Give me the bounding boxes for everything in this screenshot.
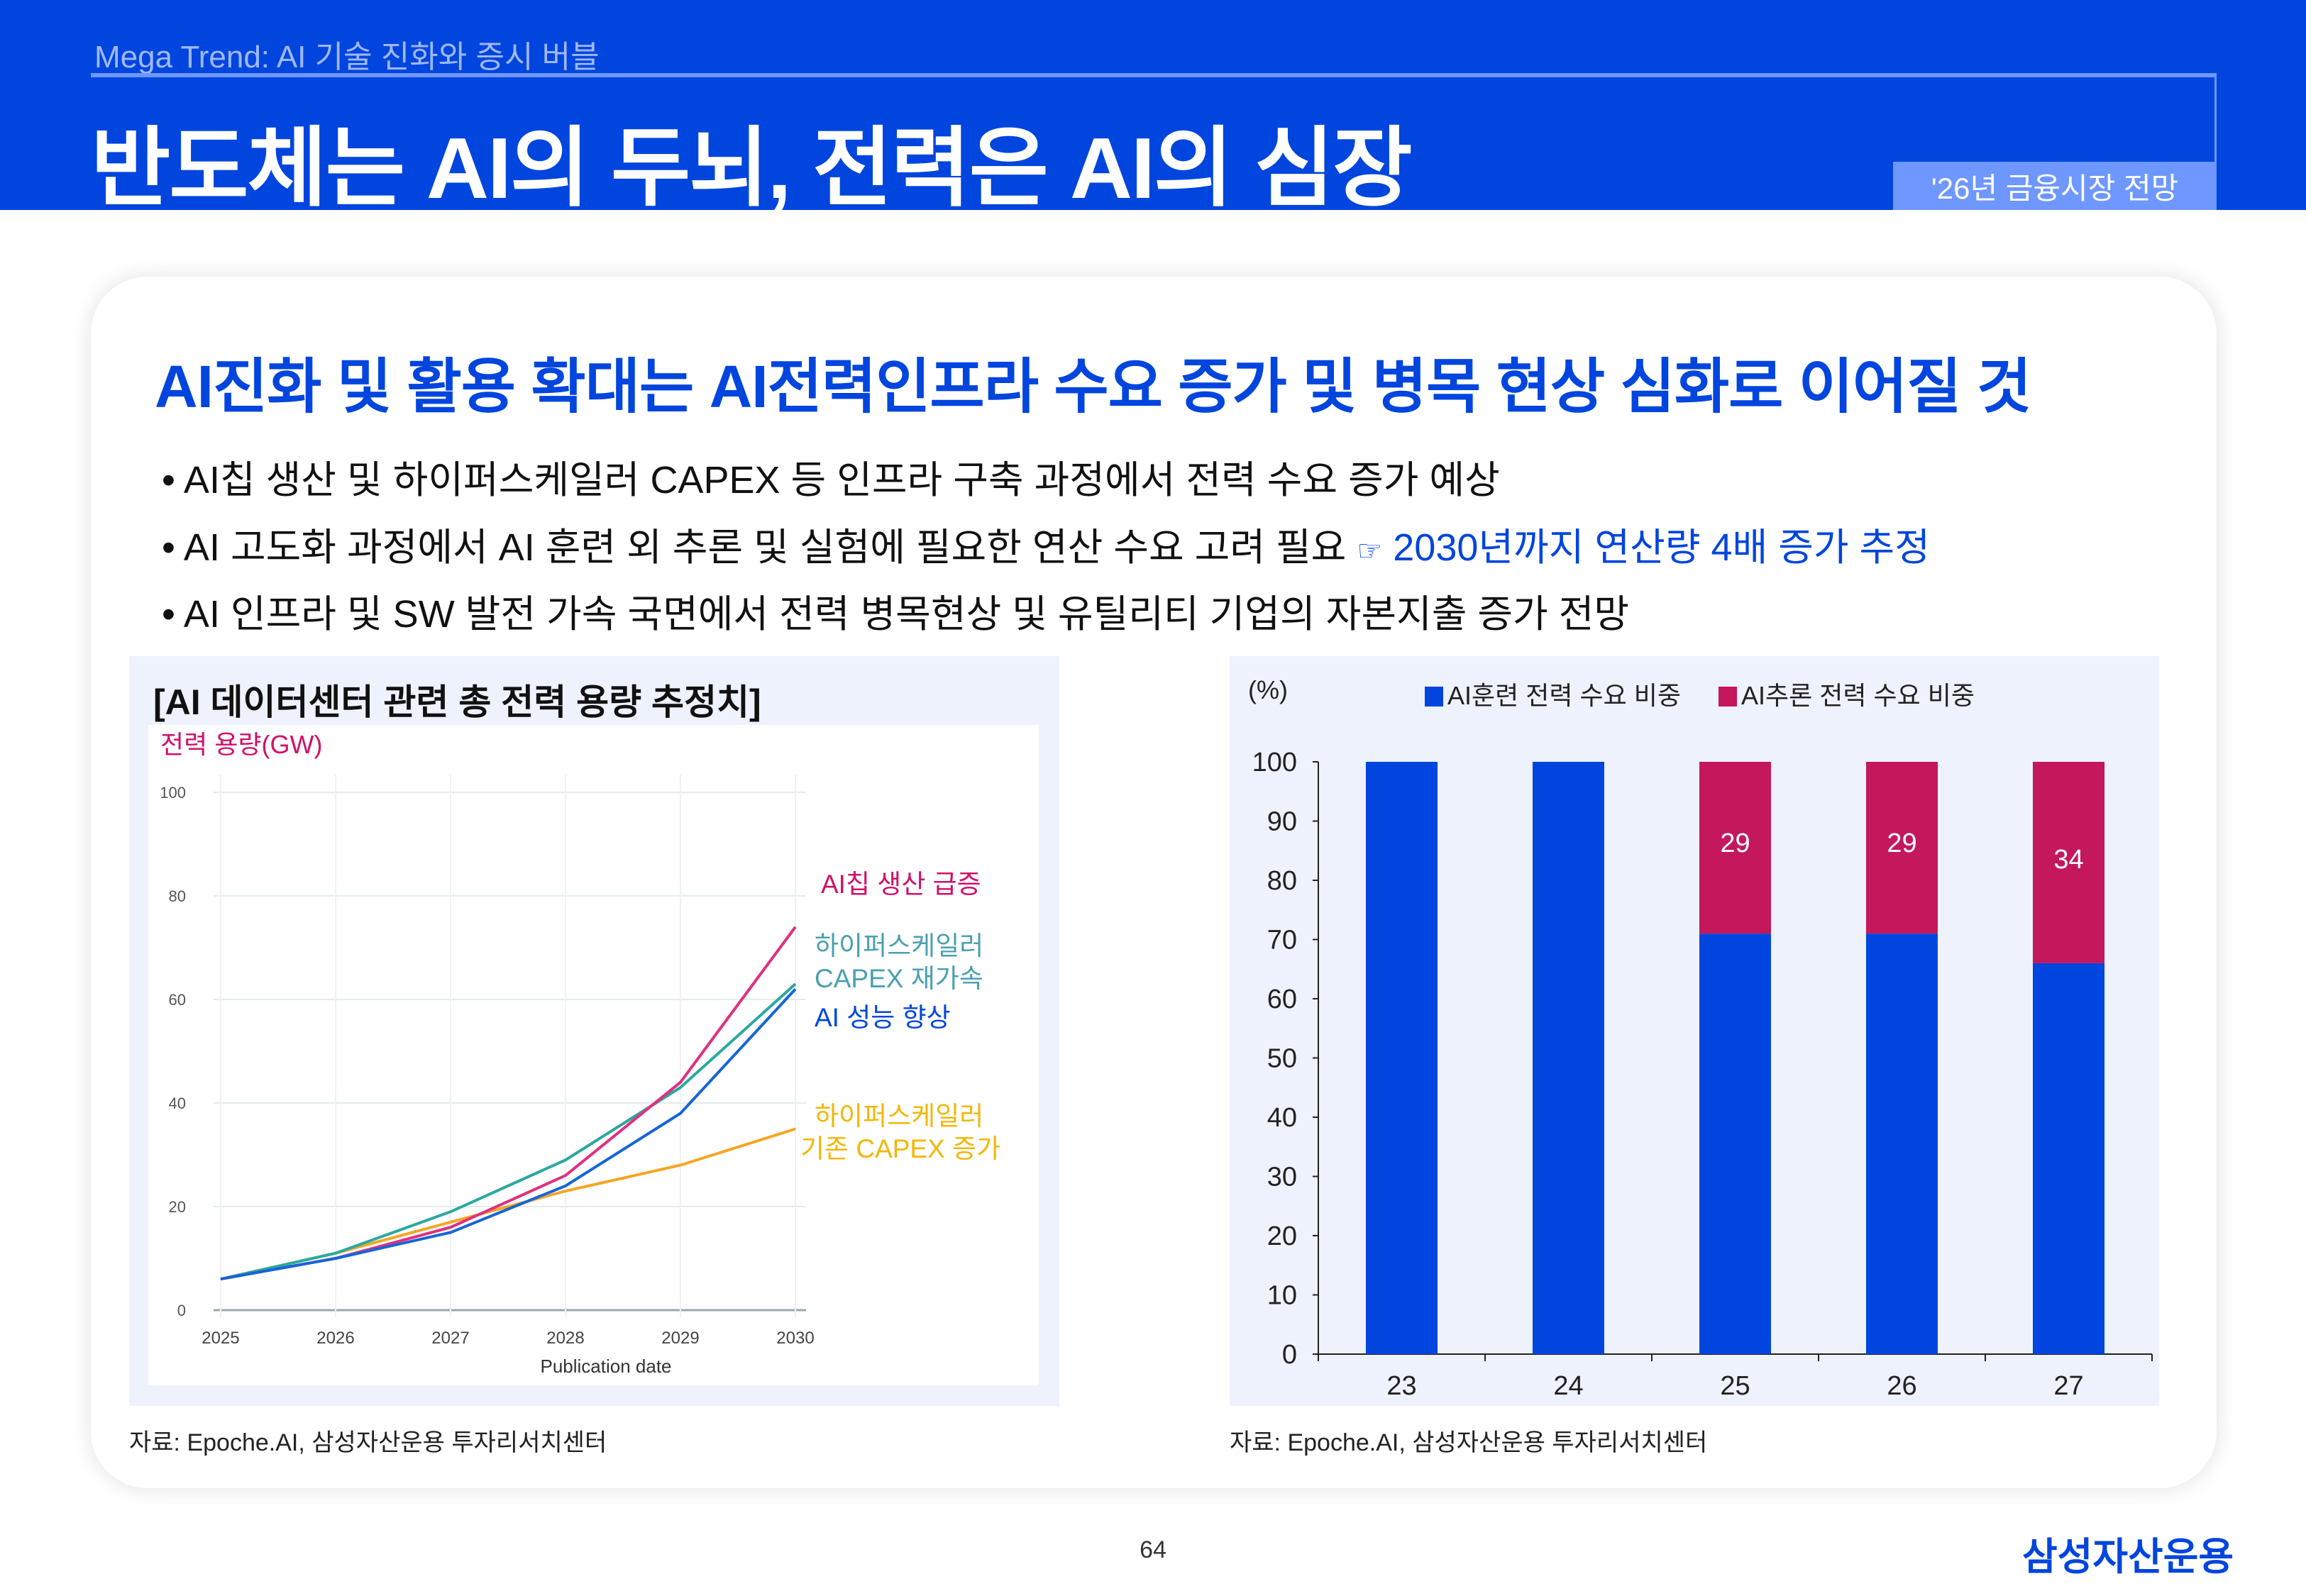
bar-segment: [2033, 963, 2104, 1354]
data-label: 34: [2053, 845, 2083, 875]
y-tick-label: 20: [1267, 1221, 1297, 1251]
x-tick-label: 23: [1386, 1371, 1416, 1401]
line-series: [220, 982, 797, 1281]
bullet-3: • AI 인프라 및 SW 발전 가속 국면에서 전력 병목현상 및 유틸리티 …: [162, 582, 1629, 638]
section-subtitle: Mega Trend: AI 기술 진화와 증시 버블: [94, 40, 600, 74]
x-tick-label: 26: [1887, 1371, 1916, 1401]
y-axis-label: 전력 용량(GW): [160, 730, 322, 759]
report-badge: '26년 금융시장 전망: [1893, 162, 2217, 210]
series-annotation: 하이퍼스케일러: [815, 1102, 983, 1131]
left-chart-area: [148, 725, 1039, 1385]
bar-segment: [1699, 762, 1771, 934]
header-divider-vertical: [2214, 75, 2217, 162]
y-tick-label: 80: [169, 887, 186, 905]
pointing-hand-icon: ☞: [1357, 536, 1383, 567]
y-unit-label: (%): [1248, 675, 1288, 704]
left-chart-title: [AI 데이터센터 관련 총 전력 용량 추정치]: [153, 682, 761, 722]
y-tick-label: 0: [1282, 1340, 1297, 1370]
y-tick-label: 60: [169, 991, 186, 1009]
x-tick-label: 2026: [316, 1329, 354, 1348]
line-series: [220, 988, 797, 1281]
y-tick-label: 30: [1267, 1163, 1297, 1192]
x-tick-label: 24: [1553, 1371, 1583, 1401]
series-annotation: AI칩 생산 급증: [821, 870, 981, 899]
x-tick-label: 25: [1720, 1371, 1750, 1401]
y-tick-label: 100: [1252, 748, 1297, 777]
card-heading: AI진화 및 활용 확대는 AI전력인프라 수요 증가 및 병목 현상 심화로 …: [155, 353, 2031, 420]
bullet-1: • AI칩 생산 및 하이퍼스케일러 CAPEX 등 인프라 구축 과정에서 전…: [162, 448, 1500, 504]
y-tick-label: 90: [1267, 807, 1297, 837]
x-tick-label: 2027: [431, 1329, 469, 1348]
right-chart-source: 자료: Epoche.AI, 삼성자산운용 투자리서치센터: [1230, 1429, 1708, 1456]
header-divider: [91, 73, 2217, 77]
bullet-text: • AI 고도화 과정에서 AI 훈련 외 추론 및 실험에 필요한 연산 수요…: [162, 526, 1357, 569]
x-tick-label: 2025: [202, 1329, 239, 1348]
line-series: [220, 1127, 796, 1281]
bar-segment: [2033, 762, 2104, 963]
page-title: 반도체는 AI의 두뇌, 전력은 AI의 심장: [91, 120, 1412, 216]
x-tick-label: 27: [2053, 1371, 2083, 1401]
y-tick-label: 60: [1267, 985, 1297, 1014]
legend-swatch: [1719, 687, 1737, 706]
series-annotation: 기존 CAPEX 증가: [800, 1134, 1000, 1163]
x-tick-label: 2028: [546, 1329, 584, 1348]
y-tick-label: 50: [1267, 1044, 1297, 1074]
legend-label: AI추론 전력 수요 비중: [1741, 681, 1975, 710]
y-tick-label: 40: [1267, 1103, 1297, 1133]
bullet-highlight: 2030년까지 연산량 4배 증가 추정: [1393, 526, 1930, 569]
data-label: 29: [1887, 829, 1916, 858]
y-tick-label: 100: [160, 784, 186, 802]
legend-swatch: [1425, 687, 1443, 706]
bar-segment: [1866, 933, 1938, 1354]
bar-segment: [1866, 762, 1938, 934]
bar-segment: [1533, 762, 1604, 1354]
page-number: 64: [1140, 1536, 1166, 1563]
bullet-2: • AI 고도화 과정에서 AI 훈련 외 추론 및 실험에 필요한 연산 수요…: [162, 516, 1930, 572]
series-annotation: CAPEX 재가속: [815, 964, 983, 993]
company-logo: 삼성자산운용: [2022, 1536, 2234, 1578]
series-annotation: 하이퍼스케일러: [815, 931, 983, 960]
bullet-text: • AI칩 생산 및 하이퍼스케일러 CAPEX 등 인프라 구축 과정에서 전…: [162, 459, 1500, 501]
bar-segment: [1366, 762, 1438, 1354]
bar-segment: [1699, 933, 1771, 1354]
x-tick-label: 2029: [661, 1329, 699, 1348]
x-axis-label: Publication date: [540, 1356, 671, 1377]
legend-label: AI훈련 전력 수요 비중: [1447, 681, 1681, 710]
y-tick-label: 40: [169, 1095, 186, 1112]
y-tick-label: 80: [1267, 866, 1297, 896]
y-tick-label: 70: [1267, 926, 1297, 955]
bullet-text: • AI 인프라 및 SW 발전 가속 국면에서 전력 병목현상 및 유틸리티 …: [162, 593, 1630, 636]
series-annotation: AI 성능 향상: [815, 1003, 951, 1032]
y-tick-label: 10: [1267, 1281, 1297, 1311]
y-tick-label: 0: [177, 1302, 186, 1319]
left-chart-source: 자료: Epoche.AI, 삼성자산운용 투자리서치센터: [129, 1429, 607, 1456]
x-tick-label: 2030: [776, 1329, 814, 1348]
y-tick-label: 20: [169, 1198, 186, 1216]
data-label: 29: [1720, 829, 1750, 858]
